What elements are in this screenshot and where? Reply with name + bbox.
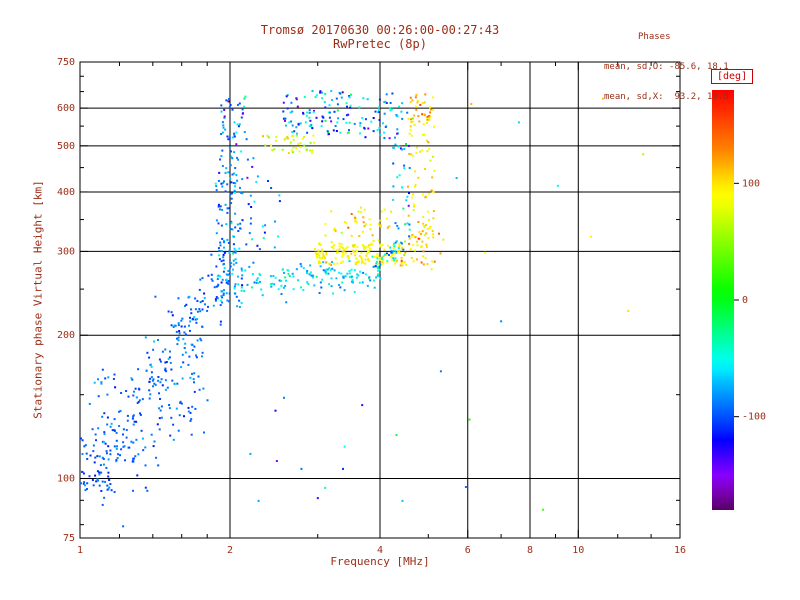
svg-text:16: 16 (674, 545, 686, 556)
phase-stats-header: Phases (638, 32, 671, 42)
x-axis-label: Frequency [MHz] (330, 555, 430, 568)
svg-text:200: 200 (57, 330, 75, 341)
svg-text:4: 4 (377, 545, 383, 556)
svg-text:1: 1 (77, 545, 83, 556)
svg-text:300: 300 (57, 246, 75, 257)
plot-subtitle: RwPretec (8p) (333, 37, 427, 51)
svg-text:75: 75 (63, 533, 75, 544)
svg-text:2: 2 (227, 545, 233, 556)
svg-text:8: 8 (527, 545, 533, 556)
svg-text:500: 500 (57, 141, 75, 152)
svg-text:10: 10 (572, 545, 584, 556)
svg-text:-100: -100 (742, 412, 766, 423)
svg-text:400: 400 (57, 187, 75, 198)
phase-stats: Phases mean, sd,O: -85.6, 18.1 mean, sd,… (604, 12, 729, 122)
svg-text:100: 100 (742, 178, 760, 189)
phase-stats-x-mode: mean, sd,X: 93.2, 19.8 (604, 92, 729, 102)
svg-text:0: 0 (742, 295, 748, 306)
svg-text:750: 750 (57, 57, 75, 68)
plot-title: Tromsø 20170630 00:26:00-00:27:43 (260, 23, 500, 37)
colorbar-title: [deg] (711, 69, 754, 84)
svg-text:100: 100 (57, 474, 75, 485)
svg-text:600: 600 (57, 103, 75, 114)
y-axis-label: Stationary phase Virtual Height [km] (31, 180, 45, 419)
svg-text:6: 6 (465, 545, 471, 556)
phase-stats-o-mode: mean, sd,O: -85.6, 18.1 (604, 62, 729, 72)
